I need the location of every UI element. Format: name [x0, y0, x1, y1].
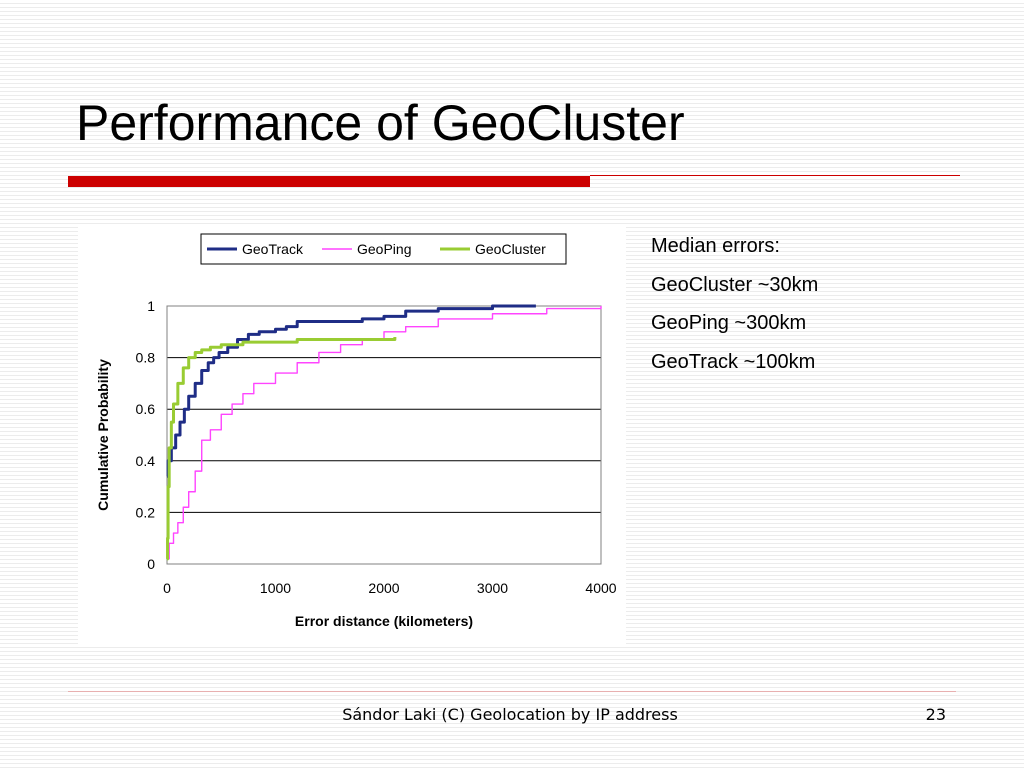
axes [166, 305, 602, 565]
note-geotrack: GeoTrack ~100km [651, 350, 816, 373]
note-geocluster: GeoCluster ~30km [651, 273, 819, 296]
legend-label-geoping: GeoPing [357, 241, 411, 257]
series-line-geoping [167, 306, 602, 560]
x-tick-label: 0 [163, 580, 171, 596]
notes-heading: Median errors: [651, 235, 780, 257]
series-line-geocluster [166, 336, 397, 561]
chart-panel: 0 0.2 0.4 0.6 0.8 1 0 1000 2000 3000 4000 Error di… [78, 226, 626, 646]
footer-text: Sándor Laki (C) Geolocation by IP addres… [342, 705, 678, 724]
y-tick-label: 1 [147, 298, 155, 314]
legend-box [200, 233, 567, 265]
x-axis-label: Error distance (kilometers) [295, 613, 473, 629]
y-tick-label: 0 [147, 556, 155, 572]
x-tick-label: 2000 [368, 580, 399, 596]
page-number: 23 [925, 705, 946, 724]
cdf-chart: 0 0.2 0.4 0.6 0.8 1 0 1000 2000 3000 4000 Error di… [95, 233, 617, 629]
title-underline-bar [68, 176, 590, 187]
y-tick-label: 0.4 [136, 453, 156, 469]
tick-labels: 0 0.2 0.4 0.6 0.8 1 0 1000 2000 3000 4000 [136, 298, 617, 596]
x-tick-label: 3000 [477, 580, 508, 596]
y-tick-label: 0.8 [136, 350, 156, 366]
slide-title: Performance of GeoCluster [76, 95, 685, 151]
y-axis-label: Cumulative Probability [95, 359, 111, 511]
x-tick-label: 4000 [585, 580, 616, 596]
y-tick-label: 0.2 [136, 504, 156, 520]
legend-label-geocluster: GeoCluster [475, 241, 546, 257]
chart-legend: GeoTrack GeoPing GeoCluster [200, 233, 567, 265]
title-underline-thin-line [590, 175, 960, 176]
y-tick-label: 0.6 [136, 401, 156, 417]
series-lines [166, 304, 602, 561]
legend-label-geotrack: GeoTrack [242, 241, 304, 257]
median-error-notes: Median errors: GeoCluster ~30km GeoPing … [651, 232, 818, 386]
note-geoping: GeoPing ~300km [651, 312, 807, 334]
series-line-geotrack [166, 304, 536, 478]
x-tick-label: 1000 [260, 580, 291, 596]
footer-divider [68, 691, 956, 692]
plot-area-frame [166, 305, 602, 565]
